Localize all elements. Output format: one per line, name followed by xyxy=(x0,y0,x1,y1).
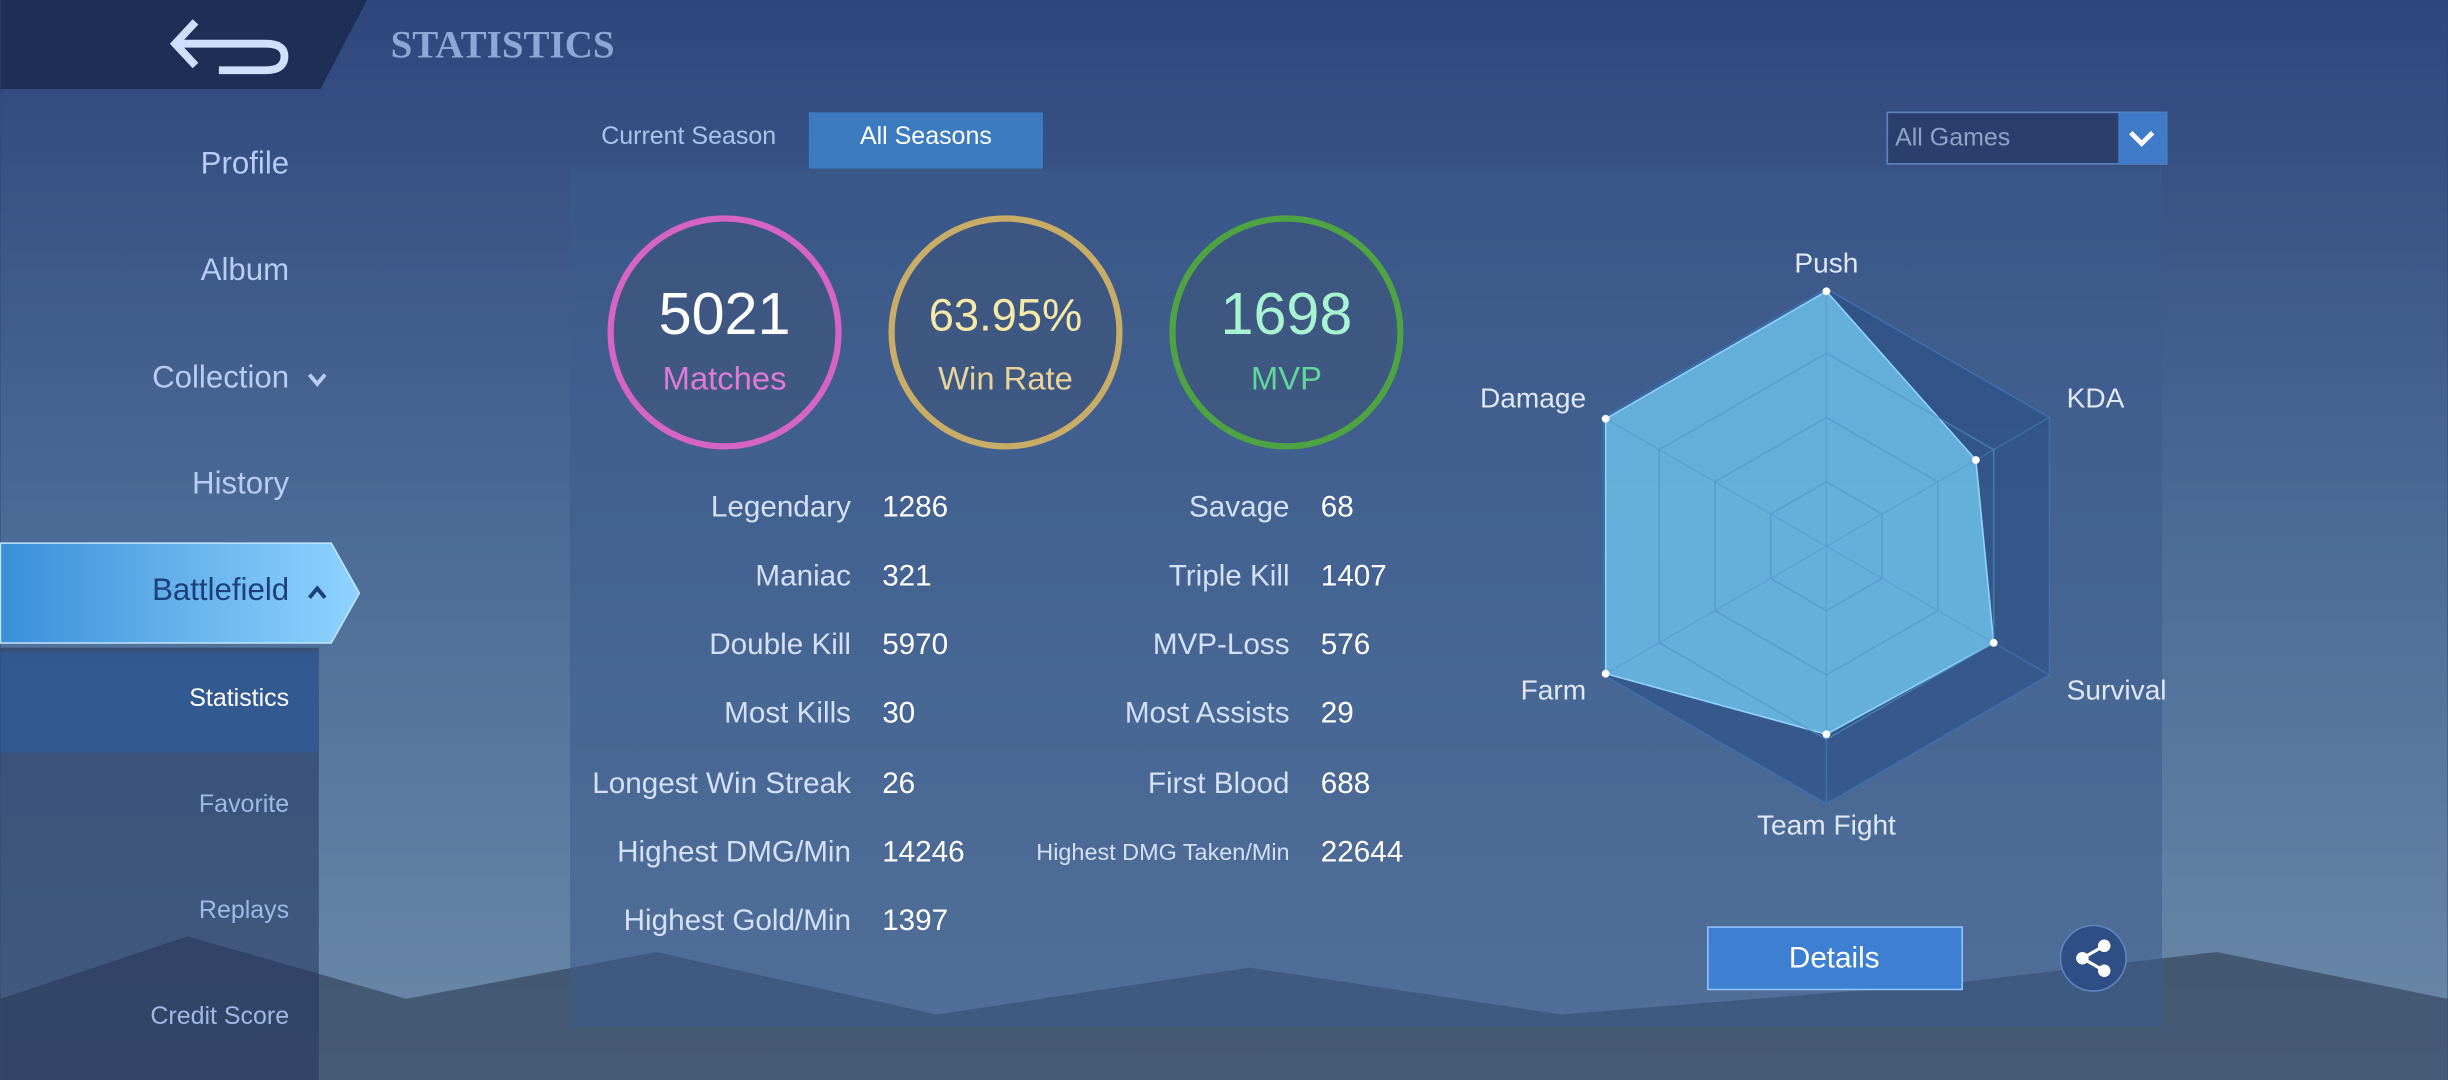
stat-label: Savage xyxy=(1189,491,1290,524)
details-button[interactable] xyxy=(1707,926,1963,991)
radar-spoke xyxy=(1826,545,2050,676)
nav-item[interactable]: Battlefield xyxy=(152,572,289,607)
stat-value: 22644 xyxy=(1321,836,1403,869)
stat-label: Highest DMG/Min xyxy=(617,836,851,869)
share-dot xyxy=(2097,939,2111,953)
summary-ring xyxy=(888,215,1123,450)
stat-label: First Blood xyxy=(1148,767,1290,800)
summary-value: 63.95% xyxy=(929,289,1082,340)
radar-point xyxy=(1822,730,1831,739)
radar-label: KDA xyxy=(2067,383,2125,414)
stat-value: 5970 xyxy=(882,628,948,661)
stat-label: Maniac xyxy=(755,559,851,592)
summary-ring xyxy=(1169,215,1404,450)
filter-label[interactable]: All Games xyxy=(1895,123,2010,151)
stat-value: 321 xyxy=(882,559,931,592)
radar-point xyxy=(1971,456,1980,464)
summary-value: 5021 xyxy=(659,280,791,347)
nav-item[interactable]: Collection xyxy=(152,359,289,394)
radar-label: Push xyxy=(1794,248,1858,279)
tab-selected xyxy=(808,112,1043,169)
nav-item[interactable]: Profile xyxy=(201,146,289,181)
radar-point xyxy=(1989,638,1998,647)
subnav-item[interactable]: Statistics xyxy=(189,684,289,712)
dropdown-arrow[interactable] xyxy=(2118,112,2167,164)
stat-value: 688 xyxy=(1321,767,1370,800)
dropdown-chevron xyxy=(2129,131,2155,147)
stat-value: 1407 xyxy=(1321,559,1387,592)
share-button[interactable] xyxy=(2059,924,2127,992)
stat-label: Triple Kill xyxy=(1169,559,1290,592)
stat-label: Highest Gold/Min xyxy=(624,904,851,937)
summary-label: MVP xyxy=(1251,359,1322,396)
stat-value: 26 xyxy=(882,767,915,800)
radar-point xyxy=(1601,669,1610,678)
stat-value: 30 xyxy=(882,697,915,730)
summary-value: 1698 xyxy=(1220,280,1352,347)
nav-item[interactable]: History xyxy=(192,466,289,501)
stat-label: Most Assists xyxy=(1125,697,1290,730)
summary-label: Matches xyxy=(663,359,787,396)
subnav-item[interactable]: Replays xyxy=(199,896,289,924)
back-button[interactable] xyxy=(169,19,289,75)
stat-value: 29 xyxy=(1321,697,1354,730)
radar-spoke xyxy=(1603,416,1827,547)
summary-ring xyxy=(607,215,842,450)
stat-label: MVP-Loss xyxy=(1153,628,1290,661)
radar-label: Damage xyxy=(1480,383,1586,414)
radar-ring xyxy=(1769,480,1883,612)
stat-value: 1397 xyxy=(882,904,948,937)
radar-ring xyxy=(1714,416,1939,676)
subnav-selected xyxy=(0,652,319,753)
stat-value: 14246 xyxy=(882,836,964,869)
stat-label: Legendary xyxy=(711,491,851,524)
details-label[interactable]: Details xyxy=(1789,942,1880,975)
radar-point xyxy=(1601,414,1610,423)
stat-label: Double Kill xyxy=(709,628,851,661)
chevron xyxy=(307,373,327,387)
radar-label: Farm xyxy=(1521,675,1587,706)
share-dot xyxy=(2097,964,2111,977)
stat-value: 576 xyxy=(1321,628,1370,661)
nav-selected xyxy=(0,542,361,644)
stat-label: Highest DMG Taken/Min xyxy=(1036,839,1289,865)
radar-spoke xyxy=(1603,545,1827,676)
nav-item[interactable]: Album xyxy=(201,252,289,287)
subnav-item[interactable]: Favorite xyxy=(199,790,289,818)
stat-label: Most Kills xyxy=(724,697,851,730)
tab[interactable]: Current Season xyxy=(601,122,776,150)
summary-label: Win Rate xyxy=(938,359,1073,396)
share-dot xyxy=(2076,952,2089,965)
stat-label: Longest Win Streak xyxy=(592,767,851,800)
stat-value: 1286 xyxy=(882,491,948,524)
tab[interactable]: All Seasons xyxy=(860,122,992,150)
page-title: STATISTICS xyxy=(391,23,615,66)
radar-spoke xyxy=(1826,416,2050,547)
chevron xyxy=(307,585,327,599)
radar-ring xyxy=(1658,352,1995,741)
radar-label: Team Fight xyxy=(1757,810,1896,841)
radar-point xyxy=(1822,287,1831,296)
radar-label: Survival xyxy=(2067,675,2167,706)
stat-value: 68 xyxy=(1321,491,1354,524)
subnav-item[interactable]: Credit Score xyxy=(150,1002,289,1030)
